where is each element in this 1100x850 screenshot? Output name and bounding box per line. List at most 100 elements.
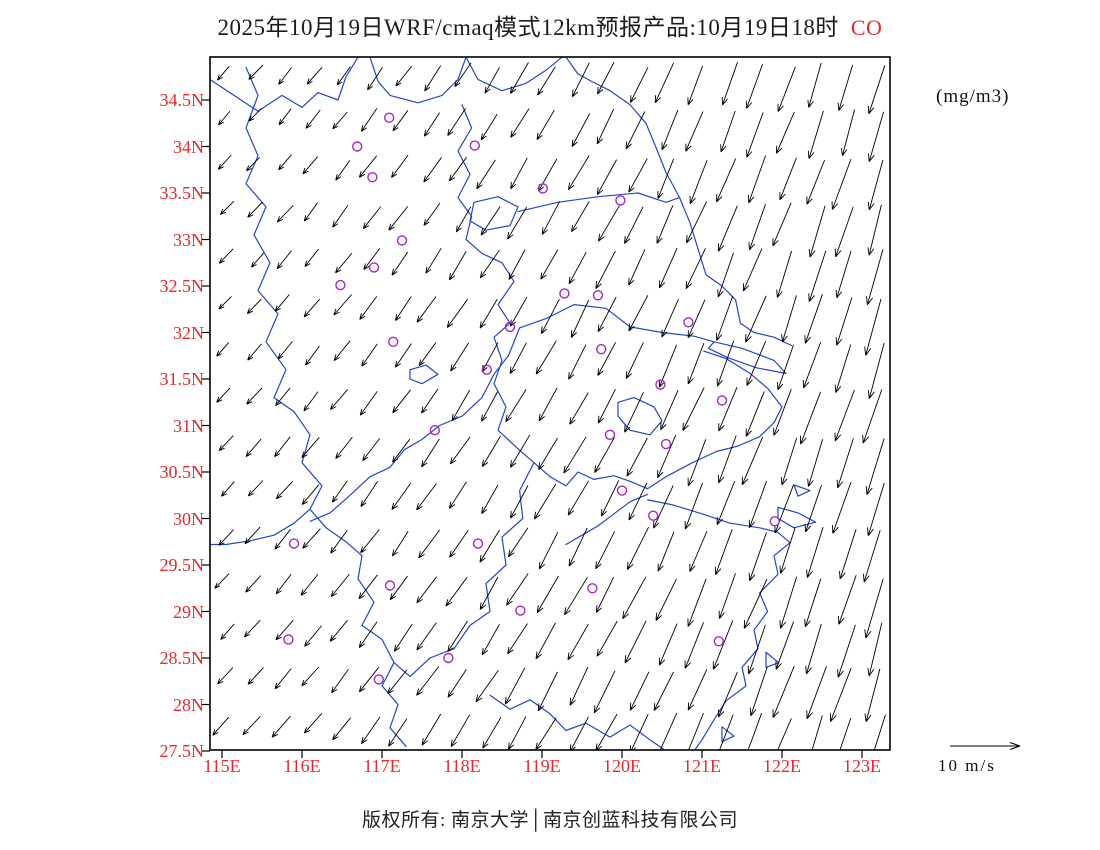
wind-arrow [689,159,708,205]
wind-arrow [835,297,853,346]
map-boundary-chaohu-lake [409,364,439,385]
wind-arrow [394,343,412,368]
wind-arrow [535,622,556,660]
wind-arrow [421,713,442,746]
units-label: (mg/m3) [936,86,1010,107]
wind-arrow [779,526,796,574]
y-axis-label: 29.5N [159,555,205,575]
wind-arrow [775,621,795,670]
wind-arrow [746,341,767,386]
wind-arrow [392,438,411,463]
wind-arrow [246,157,260,172]
map-boundary-hubei-anhui-border [210,397,323,546]
wind-arrows [212,61,886,750]
wind-arrow [276,250,292,269]
wind-arrow [509,342,527,374]
wind-arrow [358,666,380,693]
wind-arrow [569,392,589,425]
wind-arrow [220,623,235,640]
wind-arrow [538,437,558,470]
wind-arrow [716,295,734,341]
y-axis-label: 33N [173,229,204,250]
wind-arrow [447,108,466,136]
wind-arrow [479,529,500,563]
wind-arrow [720,110,736,153]
wind-arrow [741,436,764,486]
wind-arrow [218,529,235,546]
y-axis-label: 29N [173,601,204,622]
wind-arrow [564,576,588,616]
wind-arrow [246,387,263,405]
station-markers [283,112,780,685]
y-axis-label: 28N [173,694,204,715]
wind-arrow [716,340,735,387]
wind-arrow [423,202,441,226]
wind-arrow [331,668,349,694]
wind-arrow [625,111,646,150]
wind-arrow [862,389,883,444]
wind-arrow [479,576,499,610]
wind-arrow [362,438,381,461]
map-boundary-jiangxi-border [309,508,407,747]
wind-arrow [247,667,264,685]
wind-arrow [358,155,378,178]
x-axis-label: 121E [683,756,721,776]
wind-arrow [476,159,496,190]
wind-arrow [657,531,675,572]
map-boundary-yangtze-river [309,304,715,522]
y-axis-label: 34.5N [159,90,205,110]
station-marker [616,485,628,496]
x-axis-label: 117E [363,756,401,776]
wind-arrow [246,298,262,315]
station-marker [515,605,526,616]
wind-arrow [389,575,408,601]
wind-arrow [333,340,351,361]
wind-arrow [333,294,353,316]
wind-arrow [658,623,678,666]
wind-arrow [423,112,440,137]
wind-arrow [216,342,230,357]
wind-arrow [247,201,263,218]
wind-arrow [718,573,736,619]
wind-arrow [421,388,439,414]
wind-arrow [839,717,852,750]
wind-arrow [867,482,885,536]
wind-arrow [748,480,768,529]
title-species: CO [850,15,883,40]
station-marker [660,438,672,450]
wind-arrow [361,343,378,367]
wind-arrow [537,158,558,192]
wind-arrow [867,65,886,115]
wind-arrow [660,389,679,431]
map-boundary-island-3 [765,651,780,668]
wind-arrow [218,296,232,310]
wind-arrow [867,159,884,211]
wind-arrow [388,718,408,747]
title-main: 2025年10月19日WRF/cmaq模式12km预报产品:10月19日18时 [217,15,839,40]
wind-arrow [303,202,318,222]
wind-arrow [777,66,796,112]
wind-arrow [217,154,232,170]
wind-arrow [747,713,763,750]
wind-arrow [597,388,616,424]
wind-arrow [450,342,470,372]
wind-arrow [217,66,230,81]
station-marker [604,429,616,440]
wind-arrow [218,435,234,452]
wind-arrow [248,108,262,122]
plot-frame [209,56,891,751]
wind-arrow [808,250,827,302]
wind-arrow [682,387,705,431]
wind-arrow [425,247,442,274]
wind-arrow [449,436,471,465]
wind-arrow [688,712,704,750]
wind-arrow [721,62,738,106]
station-marker [587,583,598,594]
wind-arrow [446,299,468,328]
wind-arrow [628,158,648,193]
wind-arrow [779,576,798,629]
wind-arrow [834,206,854,258]
wind-arrow [244,526,261,545]
wind-arrow [686,201,708,244]
